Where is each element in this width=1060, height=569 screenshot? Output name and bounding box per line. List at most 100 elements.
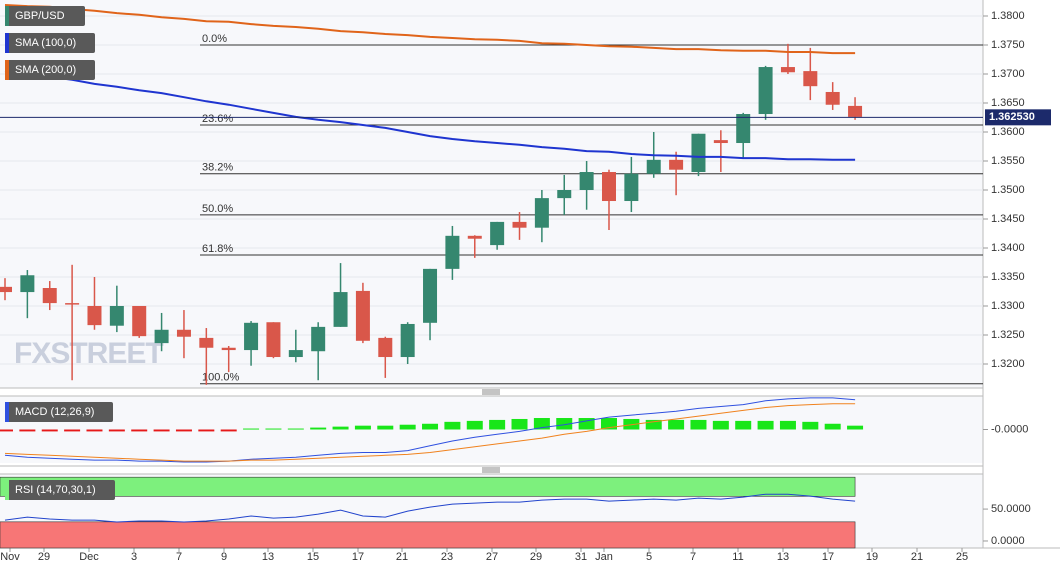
y-tick-label: 1.3450 [991, 213, 1025, 225]
indicator-label-stripe [5, 60, 9, 80]
x-tick-label: 13 [262, 551, 274, 563]
x-tick-label: 29 [38, 551, 50, 563]
x-tick-label: Jan [595, 551, 613, 563]
oversold-band [0, 521, 856, 549]
macd-line [4, 397, 856, 463]
histogram-bar [287, 428, 304, 430]
candle-body [601, 172, 616, 202]
macd-line [4, 403, 856, 462]
candle-body [423, 268, 438, 323]
histogram-bar [578, 418, 595, 430]
fib-level-label: 50.0% [202, 203, 233, 215]
x-tick-label: 25 [956, 551, 968, 563]
histogram-bar [131, 429, 148, 432]
candle-body [154, 329, 169, 344]
x-tick-label: 29 [530, 551, 542, 563]
histogram-bar [310, 427, 327, 430]
x-tick-label: 21 [911, 551, 923, 563]
indicator-label-stripe [5, 480, 9, 500]
x-tick-label: Dec [79, 551, 99, 563]
histogram-bar [802, 421, 819, 430]
candle-body [244, 322, 259, 351]
x-tick-label: 17 [822, 551, 834, 563]
candle-body [646, 159, 661, 174]
histogram-bar [824, 423, 841, 430]
watermark: FXSTREET [14, 337, 163, 370]
y-tick-label: 0.0000 [991, 535, 1025, 547]
histogram-bar [511, 418, 528, 430]
x-tick-label: 11 [732, 551, 743, 563]
candle-body [736, 114, 751, 144]
indicator-label-stripe [5, 33, 9, 53]
resize-grip[interactable] [482, 389, 500, 395]
price-panel [0, 0, 983, 388]
x-tick-label: 19 [866, 551, 878, 563]
candle-body [109, 305, 124, 326]
histogram-bar [86, 429, 103, 432]
fib-level-label: 23.6% [202, 113, 233, 125]
candle-body [199, 337, 214, 348]
candle-body [848, 105, 863, 117]
x-tick-label: 23 [441, 551, 453, 563]
candle-body [624, 173, 639, 202]
histogram-bar [243, 428, 260, 430]
y-tick-label: 1.3350 [991, 271, 1025, 283]
candle-body [20, 275, 35, 293]
histogram-bar [198, 429, 215, 432]
candle-body [266, 322, 281, 358]
x-tick-label: Nov [0, 551, 20, 563]
y-tick-label: -0.0000 [991, 423, 1028, 435]
histogram-bar [354, 425, 371, 430]
histogram-bar [757, 420, 774, 430]
fib-level-label: 38.2% [202, 162, 233, 174]
y-tick-label: 1.3600 [991, 126, 1025, 138]
indicator-label-box [5, 6, 85, 26]
histogram-bar [444, 421, 461, 430]
histogram-bar [377, 425, 394, 430]
candle-body [87, 305, 102, 326]
x-tick-label: 3 [131, 551, 137, 563]
candle-body [467, 235, 482, 239]
indicator-label: MACD (12,26,9) [15, 406, 94, 418]
histogram-bar [645, 419, 662, 430]
candle-body [512, 221, 527, 228]
candle-body [803, 71, 818, 87]
resize-grip[interactable] [482, 467, 500, 473]
candle-body [400, 323, 415, 358]
indicator-label-stripe [5, 402, 9, 422]
x-tick-label: 31 [575, 551, 587, 563]
candle-body [42, 288, 57, 304]
fib-level-label: 100.0% [202, 372, 240, 384]
histogram-bar [735, 420, 752, 430]
histogram-bar [466, 420, 483, 430]
y-tick-label: 1.3750 [991, 39, 1025, 51]
histogram-bar [712, 420, 729, 430]
y-tick-label: 1.3400 [991, 242, 1025, 254]
candle-body [176, 329, 191, 337]
x-tick-label: 5 [646, 551, 652, 563]
candle-body [758, 67, 773, 115]
candle-body [311, 326, 326, 352]
x-tick-label: 9 [221, 551, 227, 563]
indicator-label-box [5, 60, 95, 80]
x-tick-label: 21 [396, 551, 408, 563]
x-tick-label: 7 [690, 551, 696, 563]
histogram-bar [41, 429, 58, 432]
candle-body [378, 337, 393, 358]
sma-line [4, 4, 856, 55]
y-tick-label: 1.3550 [991, 155, 1025, 167]
x-tick-label: 15 [307, 551, 319, 563]
y-tick-label: 1.3500 [991, 184, 1025, 196]
candle-body [0, 286, 12, 293]
candle-body [691, 133, 706, 173]
histogram-bar [220, 429, 237, 432]
histogram-bar [668, 419, 685, 430]
histogram-bar [19, 429, 36, 432]
overbought-band [0, 476, 856, 497]
histogram-bar [175, 429, 192, 432]
histogram-bar [0, 429, 13, 432]
indicator-label: SMA (200,0) [15, 64, 76, 76]
last-price-tag [985, 109, 1051, 126]
candle-body [355, 290, 370, 341]
